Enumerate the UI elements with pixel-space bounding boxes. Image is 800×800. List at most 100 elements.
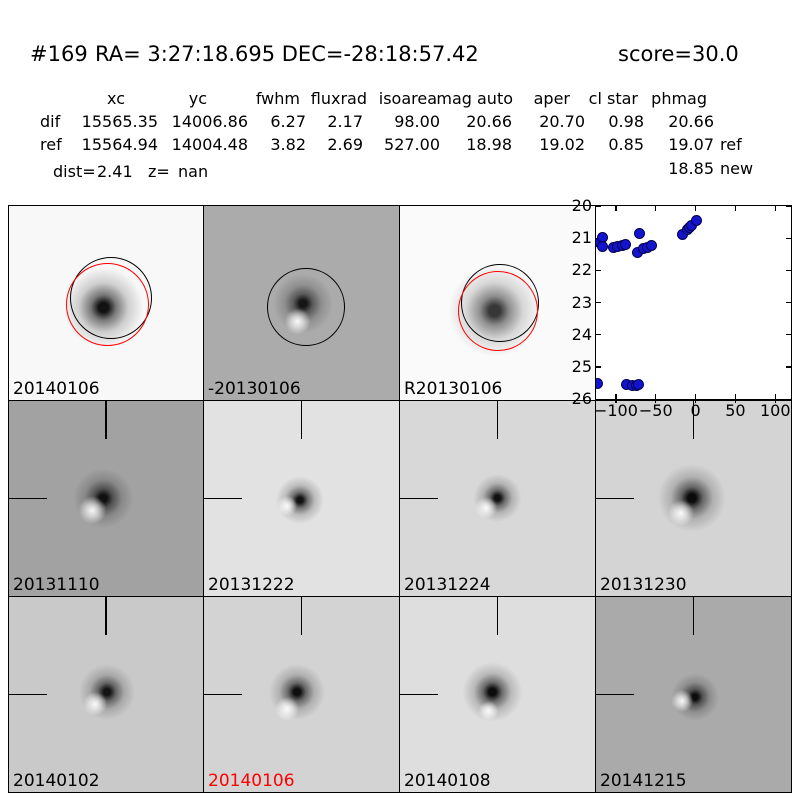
candidate-id: #169 — [30, 42, 88, 66]
redshift-label: z= — [148, 162, 170, 181]
crosshair-top-tick — [105, 401, 107, 439]
stamp-date-label: 20131224 — [404, 575, 491, 595]
stamp-20140102: 20140102 — [8, 596, 204, 793]
dif-fluxrad: 2.17 — [327, 112, 363, 131]
y-tick — [596, 206, 601, 207]
stamp-date-label: -20130106 — [208, 379, 301, 399]
data-point — [596, 378, 604, 390]
y-tick-label: 20 — [571, 196, 592, 215]
x-tick-label: 50 — [725, 401, 746, 420]
ref-phmag: 19.07 — [668, 135, 714, 154]
dif-fwhm: 6.27 — [270, 112, 306, 131]
x-tick — [695, 394, 697, 399]
x-tick — [655, 394, 657, 399]
ref-isoarea: 527.00 — [384, 135, 440, 154]
candidate-score: score=30.0 — [618, 42, 739, 66]
stamp-20140106: 20140106 — [8, 205, 204, 401]
col-header-yc: yc — [188, 89, 207, 108]
aperture-circle-black — [266, 268, 345, 347]
row-label-dif: dif — [40, 112, 61, 131]
ref-aper: 19.02 — [539, 135, 585, 154]
col-header-fwhm: fwhm — [255, 89, 300, 108]
candidate-coords: RA= 3:27:18.695 DEC=-28:18:57.42 — [95, 42, 479, 66]
stamp-20140108: 20140108 — [399, 596, 596, 793]
ref-magauto: 18.98 — [466, 135, 512, 154]
x-tick-outer — [655, 399, 657, 403]
stamp-20131110: 20131110 — [8, 400, 204, 597]
x-tick-label: −50 — [638, 401, 673, 420]
stamp-date-label: 20131230 — [600, 575, 687, 595]
redshift-value: nan — [178, 162, 209, 181]
col-header-phmag: phmag — [651, 89, 707, 108]
crosshair-top-tick — [692, 401, 694, 439]
dif-magauto: 20.66 — [466, 112, 512, 131]
ref-xc: 15564.94 — [81, 135, 158, 154]
stamp-date-label: 20140102 — [13, 771, 100, 791]
stamp-20131230: 20131230 — [595, 400, 792, 597]
aperture-circle-red — [66, 263, 150, 347]
dif-phmag: 20.66 — [668, 112, 714, 131]
crosshair-top-tick — [105, 597, 107, 635]
crosshair-top-tick — [496, 401, 498, 439]
crosshair-left-tick — [9, 693, 47, 695]
x-tick-top — [734, 206, 737, 211]
stamp-date-label: 20131222 — [208, 575, 295, 595]
col-header-clstar: cl star — [588, 89, 638, 108]
y-tick-right — [786, 237, 791, 239]
y-tick-right — [786, 206, 791, 207]
row-label-ref: ref — [40, 135, 62, 154]
stamp-R20130106: R20130106 — [399, 205, 596, 401]
crosshair-left-tick — [204, 497, 242, 499]
y-tick-label: 22 — [571, 260, 592, 280]
dif-xc: 15565.35 — [81, 112, 158, 131]
stamp-date-label: 20140106 — [13, 379, 100, 399]
data-point — [691, 215, 703, 227]
y-tick — [596, 302, 601, 304]
data-point — [597, 240, 609, 252]
stamp-date-label: 20140106 — [208, 771, 295, 791]
crosshair-top-tick — [300, 597, 302, 635]
col-header-aper: aper — [533, 89, 570, 108]
y-tick-right — [786, 366, 791, 368]
aperture-circle-red — [457, 270, 538, 351]
col-header-fluxrad: fluxrad — [310, 89, 367, 108]
col-header-magauto: mag auto — [436, 89, 513, 108]
plot-area — [596, 206, 791, 400]
y-tick-label: 26 — [571, 389, 592, 408]
x-tick-outer — [695, 399, 697, 403]
crosshair-left-tick — [9, 497, 47, 499]
data-point — [646, 240, 658, 252]
dif-clstar: 0.98 — [608, 112, 644, 131]
data-point — [633, 227, 645, 239]
y-tick-right — [786, 269, 791, 272]
new-phmag-suffix: new — [720, 159, 754, 178]
ref-yc: 14004.48 — [171, 135, 248, 154]
stamp-m20130106: -20130106 — [203, 205, 400, 401]
x-tick-top — [655, 206, 657, 211]
stamp-20131222: 20131222 — [203, 400, 400, 597]
crosshair-top-tick — [692, 597, 694, 635]
data-point — [620, 238, 632, 250]
ref-clstar: 0.85 — [608, 135, 644, 154]
x-tick — [734, 394, 737, 399]
crosshair-left-tick — [204, 693, 242, 695]
crosshair-left-tick — [400, 497, 438, 499]
ref-fluxrad: 2.69 — [327, 135, 363, 154]
col-header-isoarea: isoarea — [378, 89, 437, 108]
x-tick-top — [774, 206, 776, 211]
ref-phmag-suffix: ref — [720, 135, 742, 154]
stamp-20141215: 20141215 — [595, 596, 792, 793]
stamp-date-label: 20140108 — [404, 771, 491, 791]
y-tick-label: 21 — [571, 228, 592, 248]
y-tick-label: 25 — [571, 356, 592, 376]
bottom-spine — [596, 398, 791, 400]
dif-aper: 20.70 — [539, 112, 585, 131]
y-tick-right — [786, 302, 791, 304]
crosshair-top-tick — [496, 597, 498, 635]
x-tick-outer — [734, 399, 737, 403]
x-tick-label: −100 — [593, 401, 638, 420]
dif-yc: 14006.86 — [171, 112, 248, 131]
x-tick — [615, 394, 617, 399]
crosshair-left-tick — [596, 497, 634, 499]
y-tick-right — [786, 334, 791, 336]
